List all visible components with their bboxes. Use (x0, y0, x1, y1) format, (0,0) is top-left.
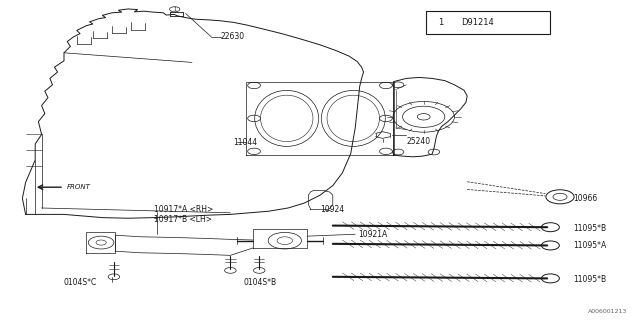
Text: 11095*A: 11095*A (573, 241, 606, 250)
Text: A006001213: A006001213 (588, 309, 627, 314)
FancyBboxPatch shape (426, 11, 550, 34)
Text: 10921A: 10921A (358, 230, 388, 239)
Text: 11044: 11044 (234, 138, 258, 147)
Text: D91214: D91214 (461, 18, 494, 27)
Text: 10924: 10924 (320, 205, 344, 214)
Text: 0104S*B: 0104S*B (243, 278, 276, 287)
Text: 1: 1 (438, 18, 444, 27)
Text: 10966: 10966 (573, 194, 597, 203)
Text: 11095*B: 11095*B (573, 275, 606, 284)
Text: 1: 1 (173, 7, 176, 12)
Text: 10917*A <RH>: 10917*A <RH> (154, 205, 213, 214)
Text: 11095*B: 11095*B (573, 224, 606, 233)
Text: 10917*B <LH>: 10917*B <LH> (154, 215, 212, 224)
Text: 0104S*C: 0104S*C (64, 278, 97, 287)
Text: FRONT: FRONT (67, 184, 91, 190)
Text: 25240: 25240 (406, 137, 431, 146)
Text: 22630: 22630 (221, 32, 245, 41)
